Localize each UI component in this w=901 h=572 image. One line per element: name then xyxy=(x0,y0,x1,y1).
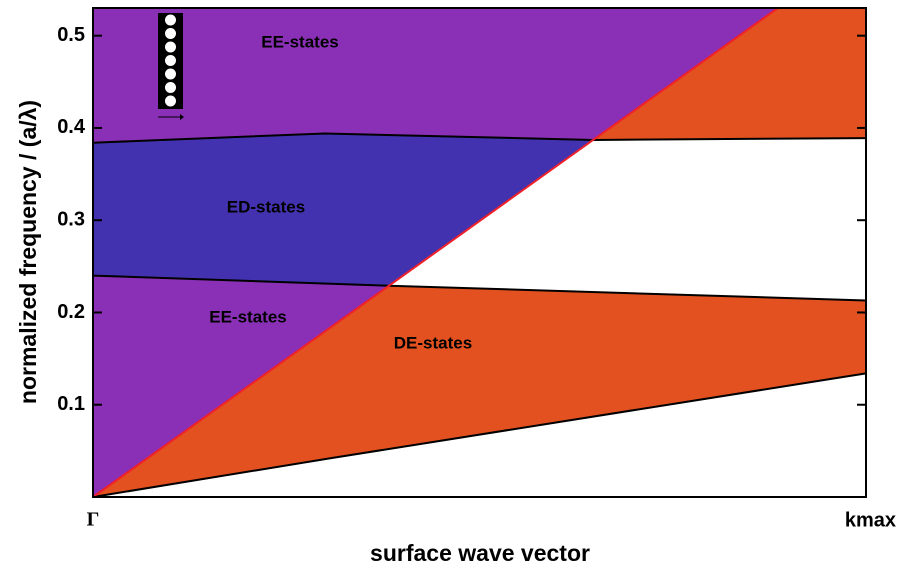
lines xyxy=(92,7,867,498)
lattice-hole xyxy=(165,41,176,53)
plot-frame xyxy=(92,7,867,498)
lattice-hole xyxy=(165,55,176,66)
region-label: ED-states xyxy=(227,197,305,216)
band-region xyxy=(92,133,594,286)
lattice-hole xyxy=(165,28,176,39)
y-tick-label: 0.3 xyxy=(57,208,85,230)
y-tick-label: 0.1 xyxy=(57,393,85,415)
lattice-hole xyxy=(165,68,176,80)
region-label: DE-states xyxy=(394,333,472,352)
y-tick-label: 0.2 xyxy=(57,301,85,323)
band-edge xyxy=(92,132,867,144)
y-axis-title: normalized frequency / (a/λ) xyxy=(15,100,41,404)
regions xyxy=(92,7,867,498)
x-tick-label: kmax xyxy=(845,509,896,531)
inset-lattice xyxy=(158,13,184,120)
lattice-hole xyxy=(165,82,176,93)
x-tick-label: Γ xyxy=(87,509,100,531)
y-tick-label: 0.4 xyxy=(57,116,86,138)
band-edge xyxy=(92,372,867,498)
band-edge xyxy=(92,7,779,498)
arrow-head xyxy=(180,114,184,120)
x-axis-title: surface wave vector xyxy=(370,540,590,566)
y-tick-label: 0.5 xyxy=(57,24,85,46)
region-label: EE-states xyxy=(261,32,338,51)
lattice-hole xyxy=(165,14,176,26)
region-label: EE-states xyxy=(209,307,286,326)
lattice-hole xyxy=(165,95,176,107)
